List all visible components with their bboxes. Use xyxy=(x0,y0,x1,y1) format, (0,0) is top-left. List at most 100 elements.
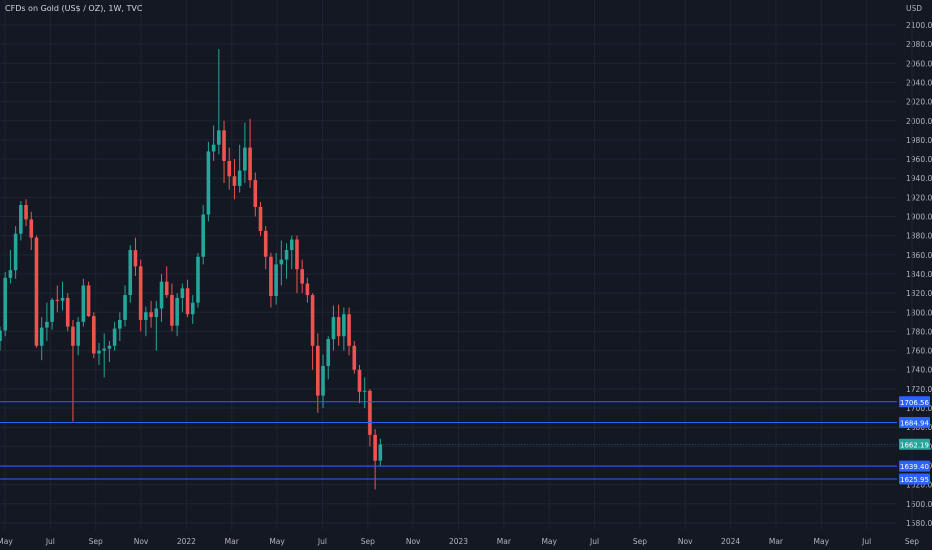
candle-up[interactable] xyxy=(118,319,122,329)
candle-up[interactable] xyxy=(284,250,289,260)
y-tick-label: 2020.00 xyxy=(906,98,932,107)
candle-down[interactable] xyxy=(91,316,96,354)
candle-up[interactable] xyxy=(378,444,383,461)
candle-up[interactable] xyxy=(13,233,18,271)
y-tick-label: 2040.00 xyxy=(906,78,932,87)
x-tick-label: May xyxy=(0,537,13,546)
candle-up[interactable] xyxy=(279,259,284,265)
x-tick-label: Nov xyxy=(678,537,693,546)
candle-down[interactable] xyxy=(305,283,310,296)
y-tick-label: 1800.00 xyxy=(906,308,932,317)
candle-down[interactable] xyxy=(258,206,263,231)
candle-down[interactable] xyxy=(352,345,357,370)
candle-down[interactable] xyxy=(295,239,299,270)
y-tick-label: 1840.00 xyxy=(906,270,932,279)
candle-up[interactable] xyxy=(3,277,8,331)
candle-down[interactable] xyxy=(170,295,174,326)
y-tick-label: 1980.00 xyxy=(906,136,932,145)
y-tick-label: 1580.00 xyxy=(906,519,932,528)
candle-up[interactable] xyxy=(97,350,101,354)
y-tick-label: 1940.00 xyxy=(906,174,932,183)
y-tick-label: 2060.00 xyxy=(906,59,932,68)
candle-up[interactable] xyxy=(217,130,221,145)
candle-down[interactable] xyxy=(248,147,252,181)
level-label: 1639.40 xyxy=(900,463,929,471)
candle-down[interactable] xyxy=(347,314,351,346)
y-tick-label: 1760.00 xyxy=(906,347,932,356)
candle-up[interactable] xyxy=(39,327,44,346)
candle-down[interactable] xyxy=(373,434,377,461)
candle-up[interactable] xyxy=(112,328,117,346)
level-label: 1625.95 xyxy=(900,476,929,484)
candle-up[interactable] xyxy=(180,288,185,298)
candle-up[interactable] xyxy=(50,299,54,322)
candle-down[interactable] xyxy=(133,250,138,267)
candle-up[interactable] xyxy=(274,264,278,297)
candle-down[interactable] xyxy=(185,288,190,315)
y-tick-label: 1880.00 xyxy=(906,232,932,241)
candle-up[interactable] xyxy=(60,297,65,301)
candle-down[interactable] xyxy=(263,230,268,257)
candle-up[interactable] xyxy=(81,285,86,322)
x-tick-label: Sep xyxy=(89,537,103,546)
candle-up[interactable] xyxy=(362,390,367,392)
candle-up[interactable] xyxy=(107,345,112,349)
candle-up[interactable] xyxy=(289,239,294,251)
candle-down[interactable] xyxy=(316,345,320,396)
candle-up[interactable] xyxy=(175,297,179,326)
candle-down[interactable] xyxy=(300,269,304,284)
candle-up[interactable] xyxy=(19,205,23,234)
y-tick-label: 1740.00 xyxy=(906,366,932,375)
candle-up[interactable] xyxy=(211,144,216,152)
candle-up[interactable] xyxy=(342,314,346,337)
candle-up[interactable] xyxy=(45,321,49,328)
candle-up[interactable] xyxy=(76,321,80,346)
candle-up[interactable] xyxy=(331,317,336,340)
candle-down[interactable] xyxy=(29,219,34,238)
candle-down[interactable] xyxy=(269,256,273,297)
candle-up[interactable] xyxy=(0,330,2,342)
candle-down[interactable] xyxy=(65,297,70,327)
candle-down[interactable] xyxy=(34,237,39,346)
candle-up[interactable] xyxy=(123,295,127,320)
candle-up[interactable] xyxy=(326,339,331,366)
candle-up[interactable] xyxy=(102,348,106,351)
candle-down[interactable] xyxy=(222,130,226,161)
candle-down[interactable] xyxy=(227,160,232,177)
candle-down[interactable] xyxy=(138,266,143,320)
candle-up[interactable] xyxy=(159,281,164,309)
candle-down[interactable] xyxy=(71,326,75,346)
candle-up[interactable] xyxy=(190,302,195,315)
candle-down[interactable] xyxy=(336,317,341,337)
candle-up[interactable] xyxy=(201,214,205,257)
candle-up[interactable] xyxy=(128,250,133,296)
x-tick-label: 2023 xyxy=(449,537,468,546)
y-tick-label: 1720.00 xyxy=(906,385,932,394)
x-tick-label: 2022 xyxy=(177,537,196,546)
candle-up[interactable] xyxy=(144,312,148,320)
candle-down[interactable] xyxy=(149,312,153,318)
candle-down[interactable] xyxy=(55,299,60,301)
candle-up[interactable] xyxy=(206,151,211,215)
candle-up[interactable] xyxy=(154,308,159,318)
candle-down[interactable] xyxy=(232,176,237,186)
candle-up[interactable] xyxy=(237,170,242,186)
y-tick-label: 1960.00 xyxy=(906,155,932,164)
candle-down[interactable] xyxy=(164,281,169,296)
y-tick-label: 2000.00 xyxy=(906,117,932,126)
x-tick-label: May xyxy=(269,537,285,546)
candle-up[interactable] xyxy=(243,147,247,171)
candle-up[interactable] xyxy=(8,270,13,278)
candle-up[interactable] xyxy=(196,256,200,303)
y-tick-label: 1900.00 xyxy=(906,213,932,222)
candle-down[interactable] xyxy=(357,369,362,392)
candle-down[interactable] xyxy=(253,180,258,207)
candle-down[interactable] xyxy=(310,295,315,346)
candle-down[interactable] xyxy=(368,390,372,435)
candle-down[interactable] xyxy=(86,285,91,317)
x-tick-label: Mar xyxy=(769,537,784,546)
candle-down[interactable] xyxy=(24,205,28,220)
candle-up[interactable] xyxy=(321,365,325,396)
